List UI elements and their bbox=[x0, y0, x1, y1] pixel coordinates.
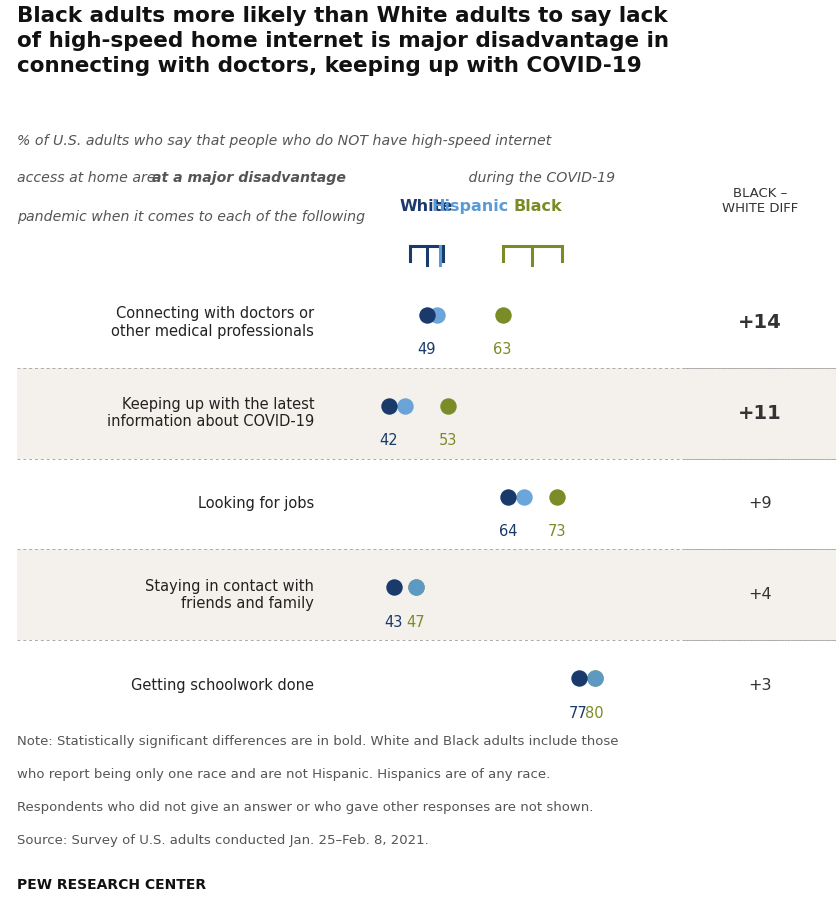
Text: Keeping up with the latest
information about COVID-19: Keeping up with the latest information a… bbox=[107, 397, 314, 429]
Point bbox=[501, 489, 515, 504]
Text: Looking for jobs: Looking for jobs bbox=[198, 497, 314, 511]
Text: 73: 73 bbox=[548, 524, 566, 539]
Text: Black: Black bbox=[513, 199, 562, 214]
Point bbox=[442, 399, 455, 413]
Text: 47: 47 bbox=[407, 615, 425, 630]
Text: Respondents who did not give an answer or who gave other responses are not shown: Respondents who did not give an answer o… bbox=[17, 801, 593, 814]
Text: 53: 53 bbox=[439, 433, 458, 449]
Bar bbox=[17, 640, 836, 731]
Point bbox=[572, 671, 585, 686]
Point bbox=[496, 308, 509, 322]
Point bbox=[409, 580, 423, 595]
Point bbox=[550, 489, 564, 504]
Bar bbox=[17, 459, 836, 549]
Bar bbox=[17, 368, 836, 459]
Text: BLACK –
WHITE DIFF: BLACK – WHITE DIFF bbox=[722, 187, 798, 215]
Text: 64: 64 bbox=[499, 524, 517, 539]
Point bbox=[588, 671, 601, 686]
Text: +4: +4 bbox=[748, 587, 772, 602]
Text: White: White bbox=[400, 199, 453, 214]
Point bbox=[517, 489, 531, 504]
Text: 49: 49 bbox=[417, 342, 436, 358]
Text: Note: Statistically significant differences are in bold. White and Black adults : Note: Statistically significant differen… bbox=[17, 735, 618, 748]
Text: +9: +9 bbox=[748, 497, 772, 511]
Text: access at home are: access at home are bbox=[17, 171, 160, 185]
Text: pandemic when it comes to each of the following: pandemic when it comes to each of the fo… bbox=[17, 210, 365, 223]
Text: Connecting with doctors or
other medical professionals: Connecting with doctors or other medical… bbox=[112, 306, 314, 339]
Text: % of U.S. adults who say that people who do NOT have high-speed internet: % of U.S. adults who say that people who… bbox=[17, 134, 551, 148]
Bar bbox=[17, 549, 836, 640]
Text: +3: +3 bbox=[748, 678, 772, 693]
Text: Getting schoolwork done: Getting schoolwork done bbox=[131, 678, 314, 693]
Text: at a major disadvantage: at a major disadvantage bbox=[152, 171, 346, 185]
Text: Source: Survey of U.S. adults conducted Jan. 25–Feb. 8, 2021.: Source: Survey of U.S. adults conducted … bbox=[17, 834, 428, 846]
Text: Staying in contact with
friends and family: Staying in contact with friends and fami… bbox=[145, 578, 314, 611]
Text: +11: +11 bbox=[738, 404, 782, 422]
Point bbox=[398, 399, 412, 413]
Text: 63: 63 bbox=[493, 342, 512, 358]
Text: 42: 42 bbox=[379, 433, 398, 449]
Point bbox=[387, 580, 401, 595]
Point bbox=[409, 580, 423, 595]
Text: during the COVID-19: during the COVID-19 bbox=[465, 171, 616, 185]
Text: 80: 80 bbox=[585, 706, 604, 721]
Text: who report being only one race and are not Hispanic. Hispanics are of any race.: who report being only one race and are n… bbox=[17, 768, 550, 781]
Text: Hispanic: Hispanic bbox=[431, 199, 508, 214]
Text: PEW RESEARCH CENTER: PEW RESEARCH CENTER bbox=[17, 878, 206, 892]
Text: +14: +14 bbox=[738, 313, 782, 331]
Point bbox=[431, 308, 444, 322]
Point bbox=[420, 308, 433, 322]
Text: 77: 77 bbox=[570, 706, 588, 721]
Text: Black adults more likely than White adults to say lack
of high-speed home intern: Black adults more likely than White adul… bbox=[17, 6, 669, 76]
Point bbox=[382, 399, 396, 413]
Bar bbox=[17, 277, 836, 368]
Point bbox=[588, 671, 601, 686]
Text: 43: 43 bbox=[385, 615, 403, 630]
